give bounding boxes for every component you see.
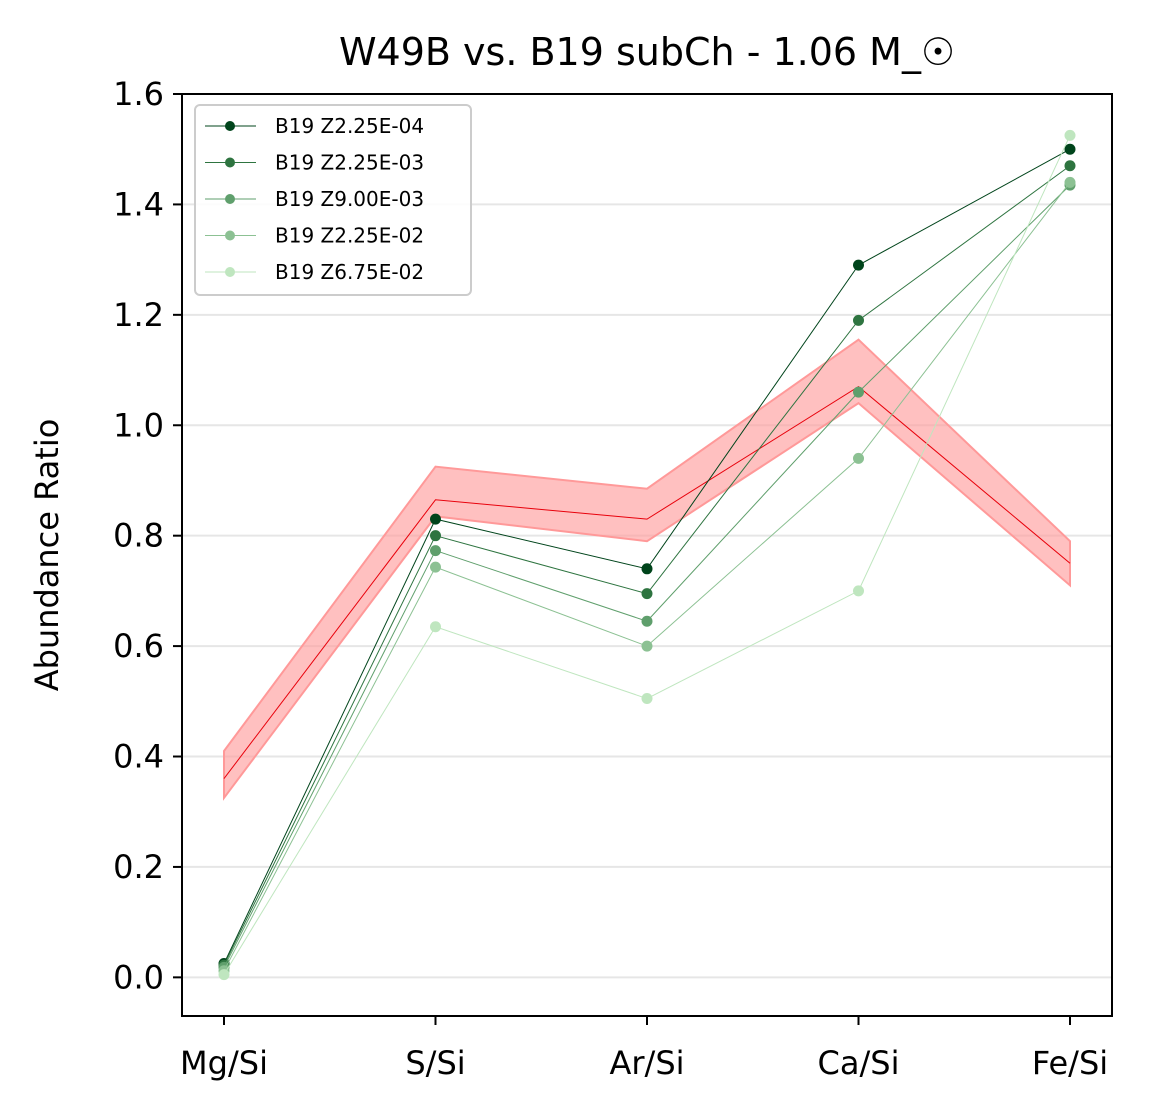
series-point bbox=[1064, 176, 1076, 188]
series-point bbox=[853, 314, 864, 326]
y-tick-label: 1.0 bbox=[113, 406, 164, 444]
series-point bbox=[853, 585, 864, 597]
series-line bbox=[223, 182, 1071, 971]
series-point bbox=[853, 259, 864, 271]
series-point bbox=[853, 386, 864, 398]
series-point bbox=[853, 452, 864, 464]
observed-error-band bbox=[223, 338, 1071, 801]
legend-marker bbox=[225, 121, 235, 131]
x-tick-label: Mg/Si bbox=[180, 1044, 268, 1082]
observed-band-group bbox=[223, 338, 1071, 801]
y-tick-label: 0.0 bbox=[113, 958, 164, 996]
legend-marker bbox=[225, 230, 235, 241]
x-tick-label: Ca/Si bbox=[818, 1044, 900, 1082]
legend[interactable]: B19 Z2.25E-04 B19 Z2.25E-03 B19 Z9.00E-03 B… bbox=[194, 104, 472, 296]
series-point bbox=[218, 969, 230, 981]
legend-box bbox=[194, 104, 472, 296]
series-point bbox=[430, 561, 441, 573]
series-point bbox=[641, 615, 653, 627]
legend-label: B19 Z2.25E-02 bbox=[275, 224, 424, 248]
series-point bbox=[430, 530, 441, 542]
y-tick-label: 1.4 bbox=[113, 185, 164, 223]
series-point bbox=[641, 693, 653, 705]
legend-label: B19 Z6.75E-02 bbox=[275, 260, 424, 284]
y-tick-label: 0.8 bbox=[113, 517, 164, 555]
y-tick-label: 0.6 bbox=[113, 627, 164, 665]
legend-marker bbox=[225, 194, 235, 204]
series-point bbox=[1064, 160, 1076, 172]
y-tick-label: 0.4 bbox=[113, 738, 164, 776]
series-point bbox=[641, 640, 653, 652]
x-axis: Mg/Si S/Si Ar/Si Ca/Si Fe/Si bbox=[180, 1016, 1108, 1082]
y-axis: 0.0 0.2 0.4 0.6 0.8 1.0 1.2 1.4 1.6 bbox=[113, 75, 182, 996]
y-tick-label: 1.6 bbox=[113, 75, 164, 113]
series-point bbox=[430, 513, 441, 525]
x-tick-label: Fe/Si bbox=[1032, 1044, 1108, 1082]
legend-label: B19 Z9.00E-03 bbox=[275, 187, 424, 211]
series-line bbox=[223, 184, 1071, 968]
y-tick-label: 0.2 bbox=[113, 848, 164, 886]
legend-label: B19 Z2.25E-03 bbox=[275, 151, 424, 175]
y-tick-label: 1.2 bbox=[113, 296, 164, 334]
series-group bbox=[218, 129, 1076, 981]
series-point bbox=[430, 545, 441, 557]
x-tick-label: Ar/Si bbox=[609, 1044, 684, 1082]
series-point bbox=[430, 621, 441, 633]
legend-label: B19 Z2.25E-04 bbox=[275, 114, 424, 138]
legend-marker bbox=[225, 157, 235, 168]
series-point bbox=[1064, 143, 1076, 155]
chart-title: W49B vs. B19 subCh - 1.06 M_☉ bbox=[339, 30, 955, 74]
series-point bbox=[641, 588, 653, 600]
legend-marker bbox=[225, 267, 235, 277]
observed-line bbox=[223, 385, 1071, 779]
series-point bbox=[641, 563, 653, 575]
x-tick-label: S/Si bbox=[405, 1044, 465, 1082]
y-axis-label: Abundance Ratio bbox=[28, 419, 66, 692]
series-point bbox=[1064, 129, 1076, 141]
